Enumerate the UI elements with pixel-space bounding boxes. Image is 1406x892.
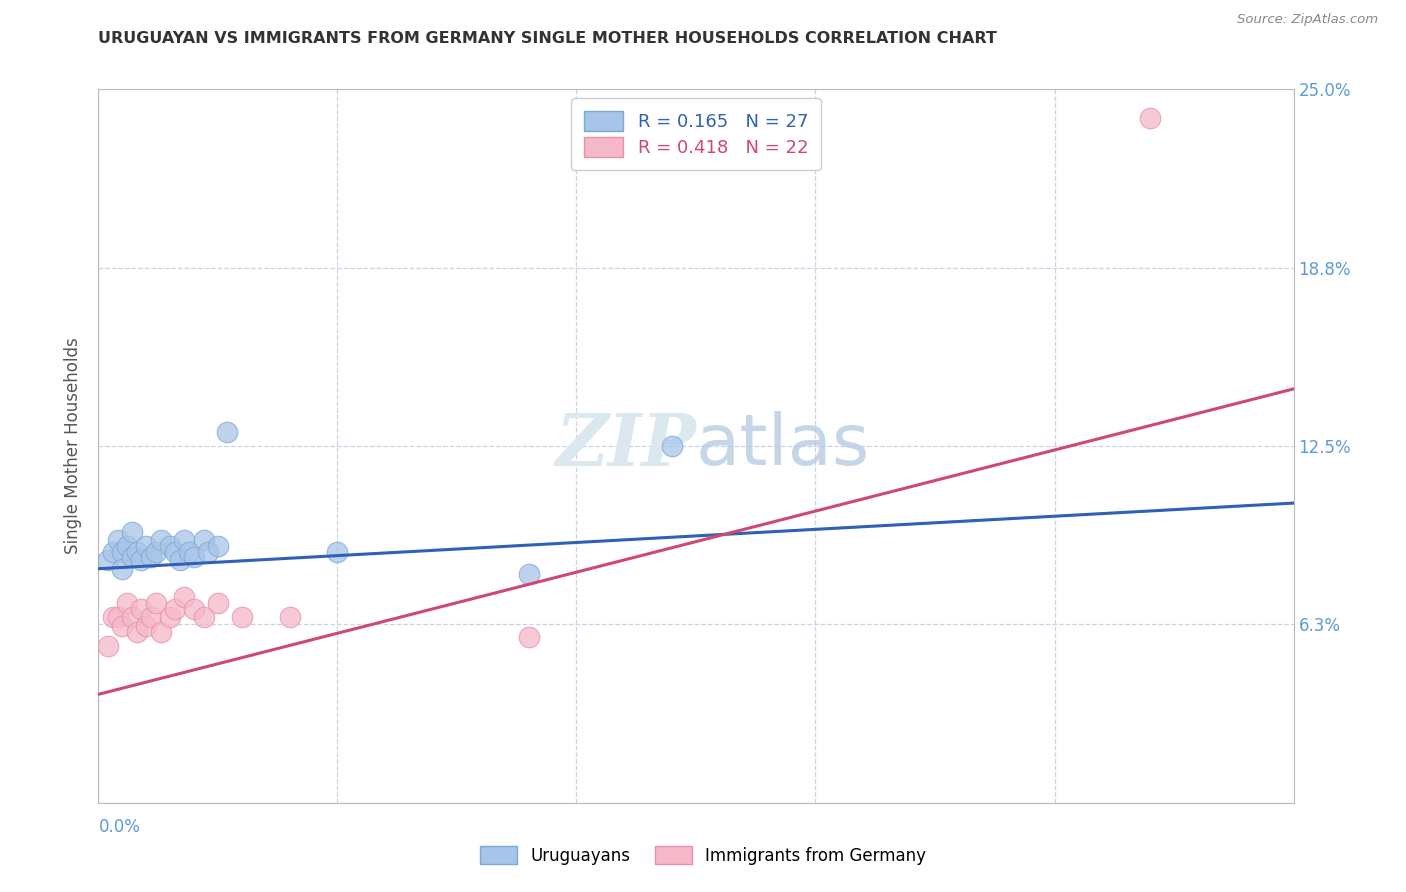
- Point: [111, 562, 134, 576]
- Y-axis label: Single Mother Households: Single Mother Households: [65, 338, 83, 554]
- Point: [121, 550, 143, 565]
- Point: [173, 533, 195, 548]
- Text: atlas: atlas: [696, 411, 870, 481]
- Point: [163, 601, 186, 615]
- Point: [197, 544, 219, 558]
- Point: [661, 439, 683, 453]
- Point: [111, 619, 134, 633]
- Point: [1139, 111, 1161, 125]
- Text: 0.0%: 0.0%: [98, 819, 141, 837]
- Point: [517, 567, 540, 582]
- Legend: Uruguayans, Immigrants from Germany: Uruguayans, Immigrants from Germany: [470, 836, 936, 875]
- Point: [145, 544, 167, 558]
- Point: [207, 596, 229, 610]
- Point: [159, 610, 181, 624]
- Point: [163, 544, 186, 558]
- Text: ZIP: ZIP: [555, 410, 696, 482]
- Point: [97, 553, 120, 567]
- Text: URUGUAYAN VS IMMIGRANTS FROM GERMANY SINGLE MOTHER HOUSEHOLDS CORRELATION CHART: URUGUAYAN VS IMMIGRANTS FROM GERMANY SIN…: [98, 31, 997, 46]
- Point: [107, 533, 129, 548]
- Point: [179, 544, 201, 558]
- Point: [183, 601, 205, 615]
- Point: [125, 544, 148, 558]
- Point: [121, 524, 143, 539]
- Point: [139, 610, 162, 624]
- Point: [115, 539, 138, 553]
- Point: [183, 550, 205, 565]
- Legend: R = 0.165   N = 27, R = 0.418   N = 22: R = 0.165 N = 27, R = 0.418 N = 22: [571, 98, 821, 169]
- Point: [173, 591, 195, 605]
- Point: [159, 539, 181, 553]
- Point: [193, 610, 215, 624]
- Point: [135, 539, 157, 553]
- Point: [207, 539, 229, 553]
- Point: [326, 544, 349, 558]
- Point: [135, 619, 157, 633]
- Point: [217, 425, 239, 439]
- Point: [97, 639, 120, 653]
- Point: [149, 624, 172, 639]
- Point: [125, 624, 148, 639]
- Point: [139, 550, 162, 565]
- Text: Source: ZipAtlas.com: Source: ZipAtlas.com: [1237, 13, 1378, 27]
- Point: [169, 553, 191, 567]
- Point: [101, 544, 124, 558]
- Point: [278, 610, 301, 624]
- Point: [231, 610, 253, 624]
- Point: [517, 630, 540, 644]
- Point: [121, 610, 143, 624]
- Point: [131, 601, 153, 615]
- Point: [131, 553, 153, 567]
- Point: [145, 596, 167, 610]
- Point: [101, 610, 124, 624]
- Point: [149, 533, 172, 548]
- Point: [107, 610, 129, 624]
- Point: [111, 544, 134, 558]
- Point: [193, 533, 215, 548]
- Point: [115, 596, 138, 610]
